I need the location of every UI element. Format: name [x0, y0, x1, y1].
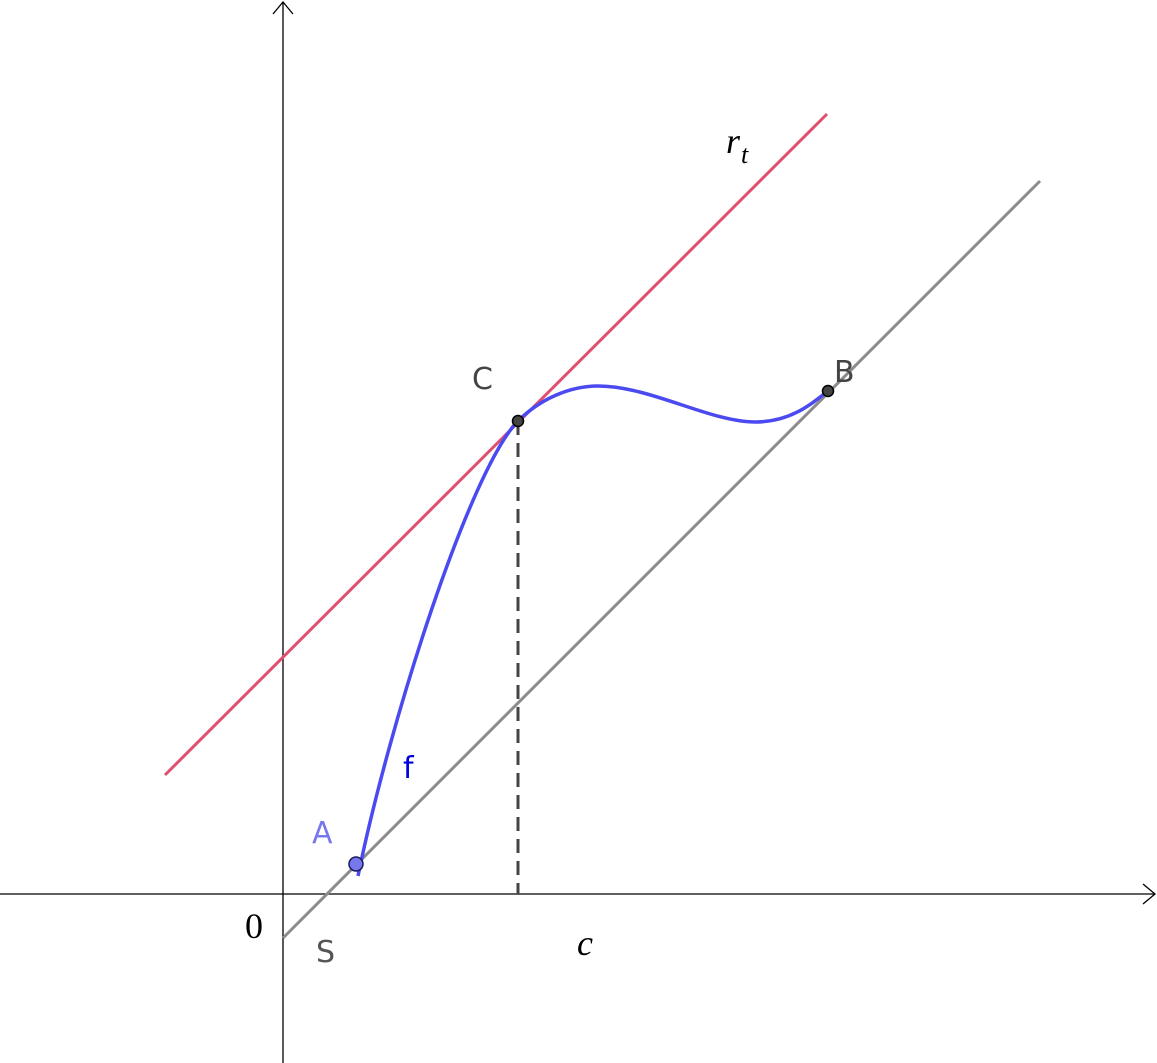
- point-label: B: [834, 355, 855, 390]
- point: [511, 414, 525, 428]
- tangent-label: rt: [726, 121, 749, 169]
- point-label: S: [316, 935, 335, 970]
- secant-line: [281, 179, 1042, 940]
- y-axis-arrow: [272, 0, 294, 15]
- origin-label: 0: [245, 906, 263, 946]
- point-label: C: [472, 362, 493, 397]
- point: [348, 856, 364, 872]
- tangent-line: [163, 112, 829, 777]
- point-label: A: [312, 816, 333, 851]
- point: [821, 384, 835, 398]
- x-axis-arrow: [1142, 883, 1157, 905]
- curve: [356, 384, 830, 877]
- tangent-label-sub: t: [741, 140, 749, 169]
- x-marker-label: c: [577, 923, 593, 963]
- tangent-label-main: r: [726, 121, 741, 161]
- curve-label: f: [403, 751, 415, 786]
